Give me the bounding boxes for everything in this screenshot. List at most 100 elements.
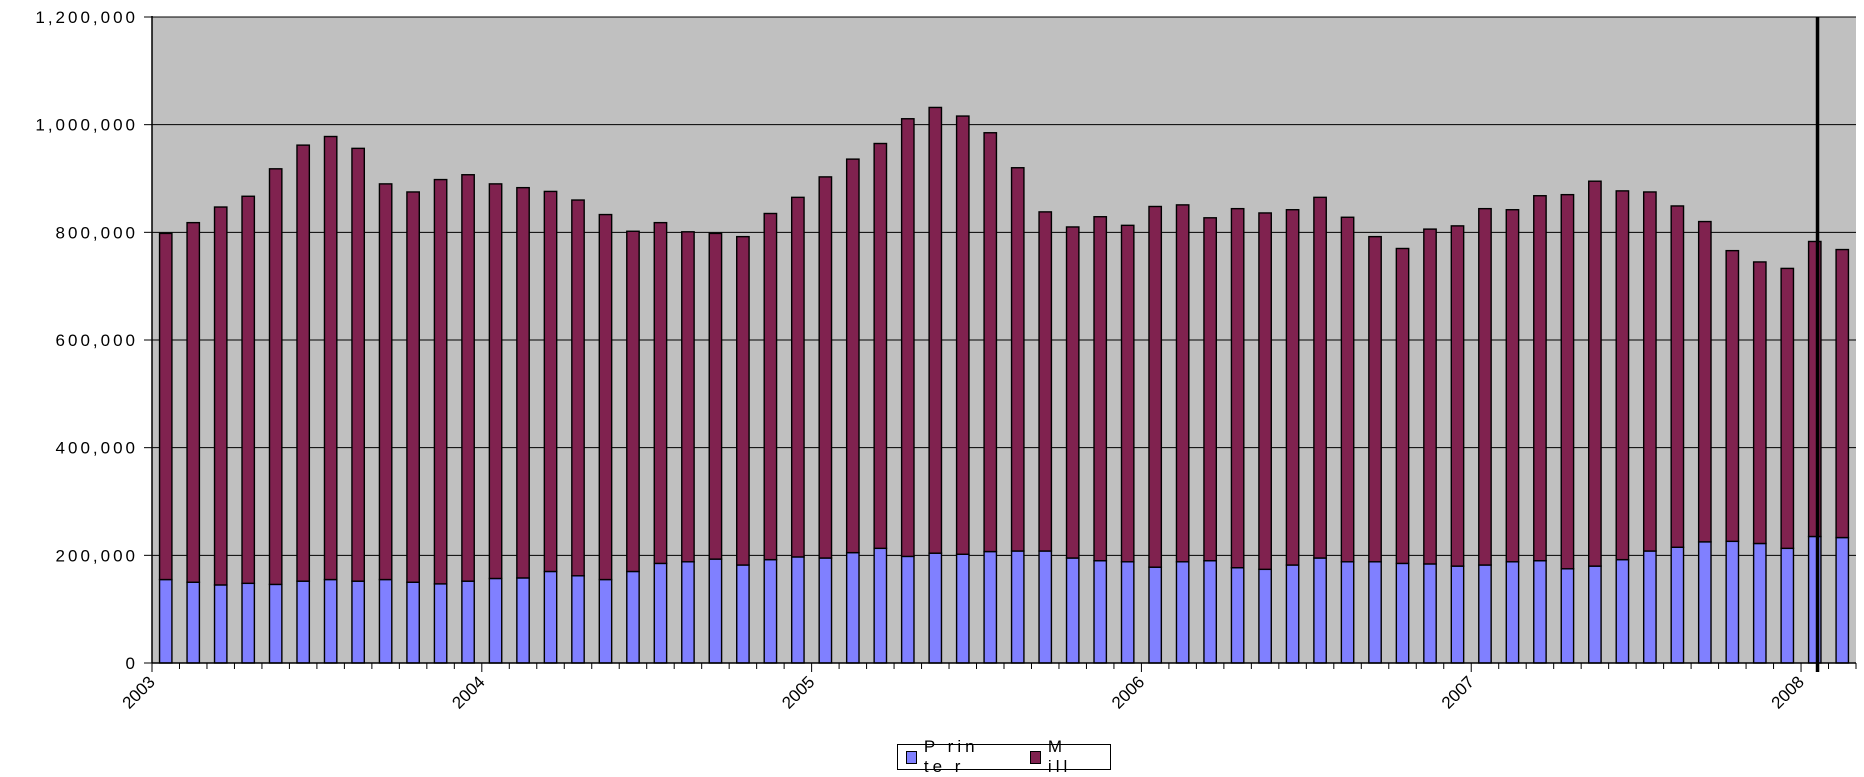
bar-printer: [1120, 561, 1135, 664]
bar-printer: [1478, 564, 1492, 664]
bar-mill: [433, 178, 448, 585]
bar-mill: [1285, 209, 1300, 566]
bar-mill: [241, 195, 256, 585]
bar-mill: [1752, 261, 1767, 545]
bar-mill: [1010, 167, 1025, 552]
bar-printer: [1065, 557, 1080, 664]
bar-mill: [955, 115, 970, 555]
x-tick-label: 2007: [1438, 672, 1478, 712]
bar-mill: [571, 199, 585, 577]
bar-printer: [1148, 566, 1163, 664]
bar-mill: [296, 144, 311, 582]
x-tick-labels: 2003 2004 2005 2006 2007 2008: [119, 672, 1808, 712]
bar-mill: [598, 213, 613, 581]
bar-mill: [790, 196, 805, 558]
bar-printer: [1010, 550, 1025, 664]
bar-mill: [626, 230, 640, 573]
bar-mill: [323, 135, 338, 581]
bar-printer: [268, 583, 283, 664]
bar-printer: [845, 551, 860, 664]
bar-printer: [900, 555, 915, 664]
bar-printer: [1038, 550, 1053, 664]
bar-printer: [1230, 567, 1245, 664]
bar-mill: [1478, 207, 1492, 566]
bar-mill: [873, 142, 888, 550]
bar-mill: [1148, 205, 1163, 568]
bar-mill: [1395, 247, 1410, 565]
bar-printer: [1588, 565, 1602, 664]
bar-printer: [1340, 561, 1355, 664]
bar-mill: [543, 190, 558, 573]
bar-mill: [1780, 267, 1795, 550]
bar-printer: [790, 556, 805, 664]
bar-mill: [818, 176, 833, 559]
bar-printer: [708, 558, 723, 664]
bar-mill: [708, 232, 723, 560]
bar-mill: [516, 186, 530, 579]
bar-printer: [1093, 560, 1108, 664]
bar-mill: [461, 174, 475, 582]
bar-printer: [1533, 560, 1547, 664]
bar-printer: [516, 577, 530, 664]
bar-mill: [378, 183, 393, 581]
bar-printer: [598, 578, 613, 664]
bar-mill: [681, 231, 695, 563]
bar-printer: [1368, 561, 1382, 664]
bar-printer: [241, 582, 256, 664]
bar-mill: [1423, 228, 1437, 565]
legend-item-printer: P rin te r: [906, 737, 1008, 777]
bar-mill: [1203, 217, 1218, 562]
bar-printer: [1725, 540, 1740, 664]
legend-label-printer: P rin te r: [923, 737, 979, 776]
bar-mill: [1093, 216, 1108, 562]
bar-mill: [1175, 204, 1190, 563]
bar-mill: [213, 206, 228, 586]
bar-mill: [763, 212, 778, 561]
bar-mill: [900, 118, 915, 558]
bar-printer: [1285, 564, 1300, 664]
bar-mill: [1038, 211, 1053, 552]
bar-printer: [296, 580, 311, 664]
x-tick-label: 2003: [119, 672, 159, 712]
bar-printer: [1615, 558, 1630, 664]
bar-printer: [1258, 568, 1272, 664]
bars: [158, 106, 1850, 664]
y-tick-label: 600,000: [56, 331, 138, 350]
y-tick-label: 1,000,000: [35, 116, 138, 135]
bar-printer: [433, 583, 448, 664]
bar-mill: [1505, 209, 1520, 563]
y-tick-label: 800,000: [56, 223, 138, 242]
legend-label-mill: M ill: [1047, 737, 1072, 776]
bar-printer: [323, 578, 338, 664]
bar-printer: [488, 577, 503, 664]
bar-printer: [873, 547, 888, 664]
bar-printer: [406, 581, 420, 664]
bar-mill: [1313, 196, 1327, 559]
bar-mill: [406, 191, 420, 583]
x-tick-label: 2005: [778, 672, 818, 712]
bar-printer: [818, 557, 833, 664]
bar-mill: [186, 221, 201, 583]
bar-mill: [983, 132, 998, 553]
bar-printer: [653, 562, 668, 664]
bar-mill: [1368, 235, 1382, 563]
bar-printer: [213, 584, 228, 664]
bar-mill: [1258, 212, 1272, 571]
bar-printer: [1697, 541, 1712, 664]
bar-mill: [1697, 220, 1712, 543]
bar-printer: [1835, 536, 1850, 664]
bar-printer: [1450, 565, 1465, 664]
y-tick-label: 1,200,000: [35, 8, 138, 27]
chart: 0 200,000 400,000 600,000 800,000 1,000,000 1,…: [35, 8, 1857, 713]
bar-printer: [1752, 542, 1767, 664]
bar-printer: [1505, 561, 1520, 664]
bar-printer: [763, 558, 778, 664]
legend-item-mill: M ill: [1030, 737, 1088, 777]
legend-swatch-mill: [1030, 750, 1041, 764]
bar-mill: [1560, 193, 1575, 570]
bar-mill: [1120, 224, 1135, 563]
bar-printer: [543, 570, 558, 664]
legend-swatch-printer: [906, 750, 917, 764]
bar-mill: [351, 147, 366, 582]
bar-mill: [488, 183, 503, 580]
